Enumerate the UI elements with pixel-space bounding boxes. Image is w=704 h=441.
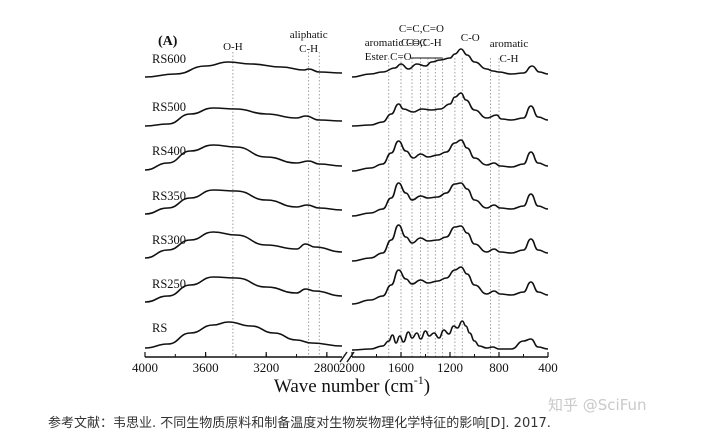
x-tick-label: 400 — [538, 360, 558, 375]
band-label: C-H — [500, 53, 519, 65]
band-label: Ester C=O — [365, 51, 412, 63]
x-axis: 4000 3600 3200 2800 2000 1600 1200 800 400 — [132, 351, 558, 375]
watermark: 知乎 @SciFun — [548, 396, 647, 414]
series-label-rs250: RS250 — [152, 277, 186, 291]
series-line-rs250 — [351, 266, 549, 305]
series-line-rs300 — [144, 231, 343, 259]
axis-break-mark — [339, 351, 348, 363]
x-tick-label: 2800 — [314, 360, 340, 375]
series-line-rs350 — [144, 189, 343, 215]
x-axis-title-main: Wave number (cm — [274, 376, 414, 397]
series-line-rs600 — [144, 61, 343, 78]
series-line-rs400 — [351, 139, 549, 172]
band-label: C-H — [299, 43, 318, 55]
series-line-rs500 — [351, 92, 549, 127]
series-labels: RS600 RS500 RS400 RS350 RS300 RS250 RS — [152, 52, 186, 335]
x-tick-label: 2000 — [339, 360, 365, 375]
band-label: aromatic C=C — [365, 37, 427, 49]
series-label-rs350: RS350 — [152, 189, 186, 203]
band-label: C-O — [461, 32, 480, 44]
x-axis-title-close: ) — [424, 376, 430, 397]
series-label-rs600: RS600 — [152, 52, 186, 66]
reference-lines — [232, 52, 500, 357]
band-label: C-O,C-H — [401, 37, 442, 49]
spectra-curves — [144, 48, 549, 351]
band-labels: O-H aliphatic C-H aromatic C=C Ester C=O C=C,… — [223, 23, 528, 65]
x-tick-label: 4000 — [132, 360, 158, 375]
series-line-rs250 — [144, 276, 343, 303]
x-tick-label: 1600 — [388, 360, 414, 375]
x-tick-label: 800 — [489, 360, 509, 375]
series-line-rs600 — [351, 48, 549, 78]
series-label-rs300: RS300 — [152, 233, 186, 247]
series-line-rs — [144, 321, 343, 349]
band-label: aromatic — [490, 38, 529, 50]
series-line-rs — [351, 320, 549, 351]
panel-label: (A) — [158, 34, 178, 49]
series-label-rs500: RS500 — [152, 100, 186, 114]
band-label: O-H — [223, 41, 243, 53]
series-line-rs500 — [144, 107, 343, 127]
axis-break-mark — [346, 351, 355, 363]
reference-caption: 参考文献：韦思业. 不同生物质原料和制备温度对生物炭物理化学特征的影响[D]. … — [48, 416, 551, 431]
x-tick-label: 3200 — [253, 360, 279, 375]
x-axis-title: Wave number (cm-1) — [274, 373, 430, 397]
band-label: C=C,C=O — [399, 23, 444, 35]
band-label: aliphatic — [290, 29, 328, 41]
series-label-rs400: RS400 — [152, 144, 186, 158]
series-label-rs: RS — [152, 321, 167, 335]
series-line-rs300 — [351, 224, 549, 262]
series-line-rs350 — [351, 182, 549, 217]
x-tick-label: 1200 — [437, 360, 463, 375]
x-tick-label: 3600 — [193, 360, 219, 375]
series-line-rs400 — [144, 144, 343, 171]
x-axis-title-sup: -1 — [414, 373, 424, 387]
